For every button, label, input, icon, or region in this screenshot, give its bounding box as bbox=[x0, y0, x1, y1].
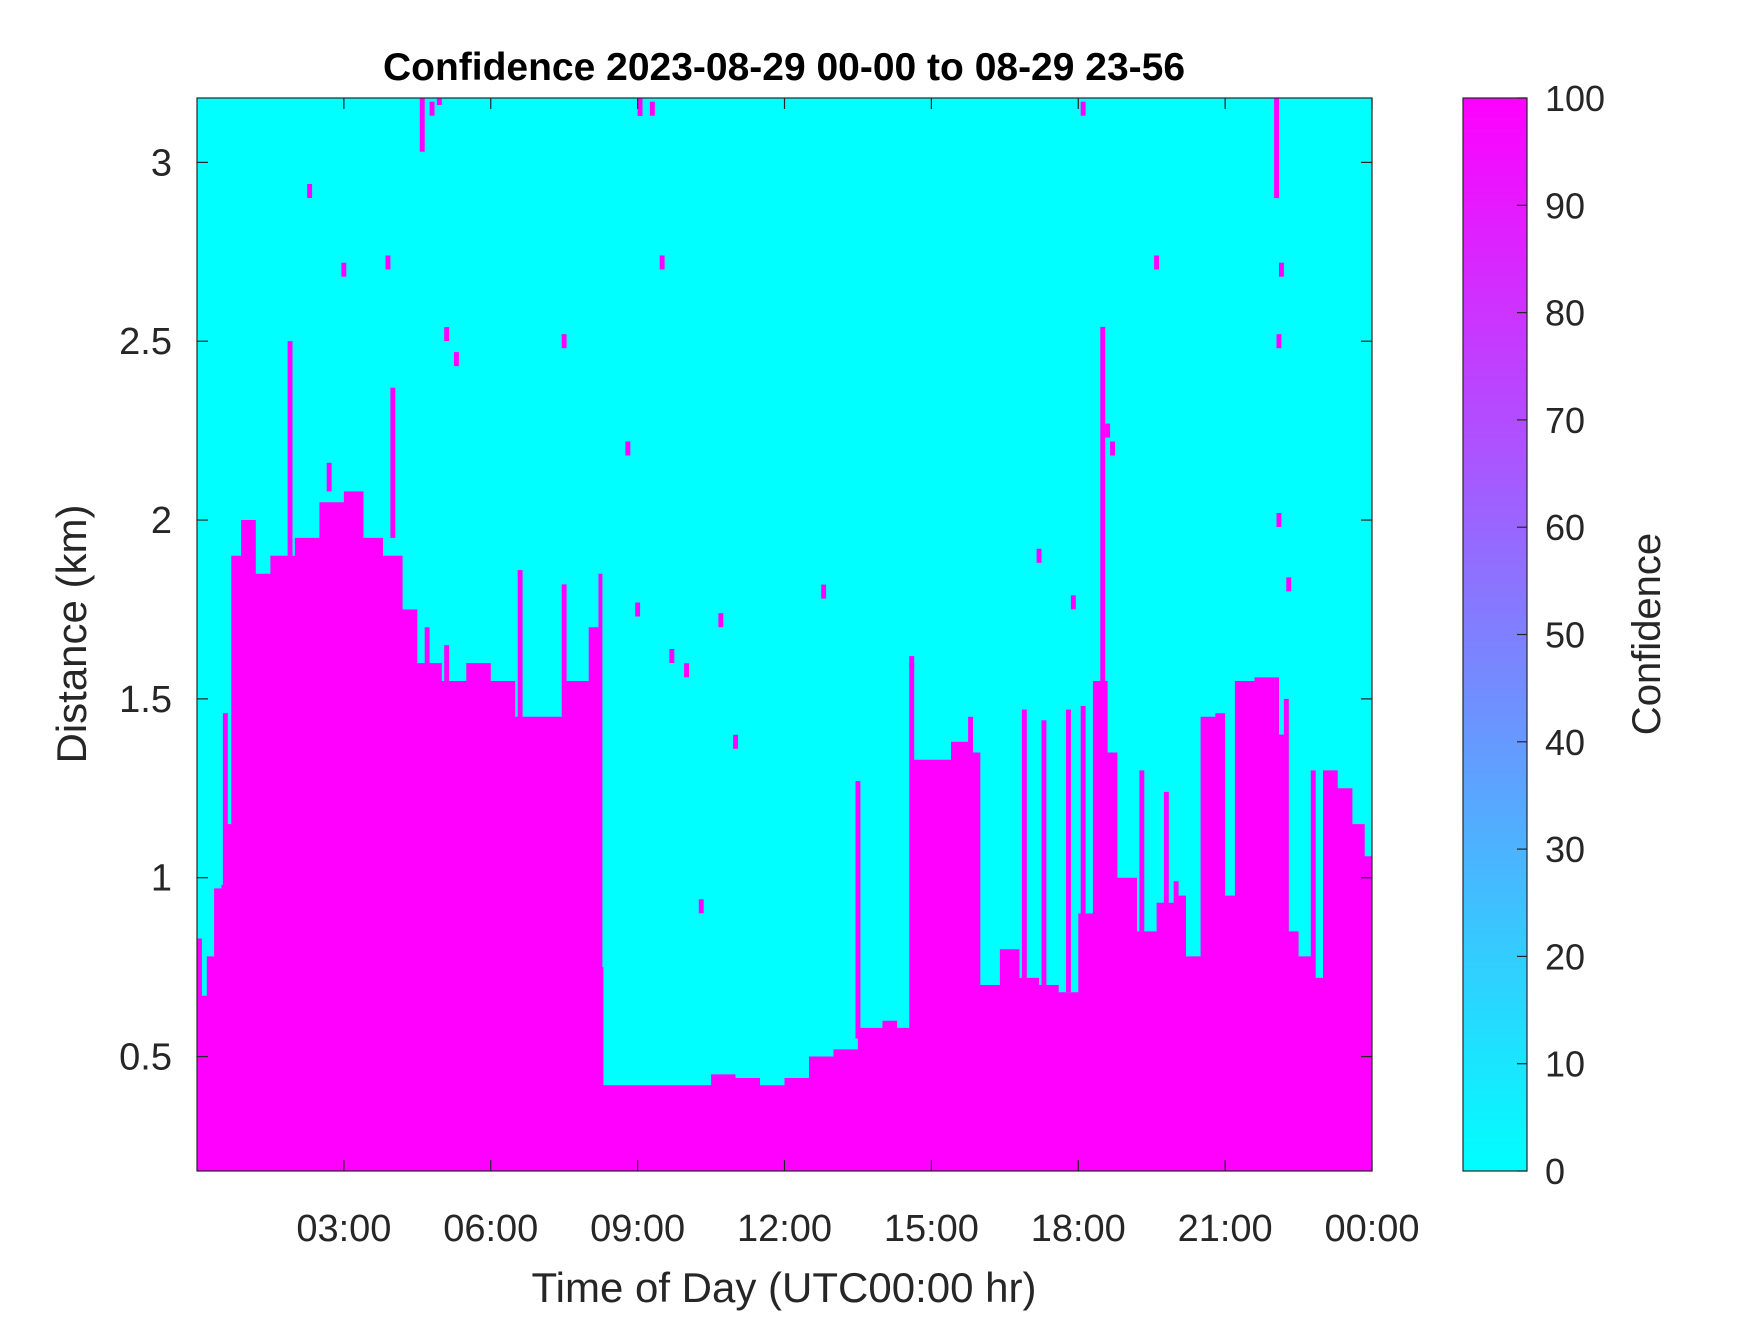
y-axis-ticks: 0.5 1 1.5 2 2.5 3 bbox=[119, 142, 1372, 1079]
high-confidence-spike bbox=[517, 570, 523, 735]
high-confidence-speck bbox=[561, 334, 567, 349]
y-tick-label: 2.5 bbox=[119, 321, 172, 363]
y-tick-label: 3 bbox=[151, 142, 172, 184]
high-confidence-speck bbox=[1286, 577, 1292, 592]
high-confidence-spike bbox=[1163, 791, 1169, 914]
high-confidence-spike bbox=[390, 387, 396, 538]
high-confidence-streak bbox=[419, 98, 425, 152]
colorbar-tick-label: 70 bbox=[1545, 400, 1585, 441]
high-confidence-speck bbox=[649, 101, 655, 116]
high-confidence-spike bbox=[1283, 698, 1289, 950]
high-confidence-speck bbox=[1276, 513, 1282, 527]
high-confidence-speck bbox=[341, 262, 347, 277]
high-confidence-spike bbox=[222, 713, 228, 885]
high-confidence-speck bbox=[1036, 548, 1042, 563]
high-confidence-region bbox=[197, 491, 1372, 1171]
x-tick-label: 06:00 bbox=[443, 1208, 538, 1250]
high-confidence-speck bbox=[1154, 255, 1159, 270]
colorbar-ticks: 0 10 20 30 40 50 60 70 80 90 100 bbox=[1517, 78, 1605, 1192]
high-confidence-spike bbox=[1066, 709, 1071, 993]
high-confidence-spike bbox=[909, 663, 915, 1057]
high-confidence-spike bbox=[444, 645, 450, 681]
x-axis-ticks: 03:00 06:00 09:00 12:00 15:00 18:00 21:00 00:00 bbox=[296, 98, 1420, 1250]
high-confidence-speck bbox=[669, 649, 675, 663]
x-tick-label: 09:00 bbox=[590, 1208, 685, 1250]
colorbar-tick-label: 100 bbox=[1545, 78, 1605, 119]
high-confidence-spike bbox=[1021, 709, 1027, 985]
y-axis-label: Distance (km) bbox=[48, 504, 95, 763]
high-confidence-spike bbox=[326, 462, 332, 492]
high-confidence-speck bbox=[1105, 423, 1111, 438]
colorbar-tick-label: 90 bbox=[1545, 185, 1585, 226]
high-confidence-speck bbox=[684, 663, 689, 678]
colorbar-label: Confidence bbox=[1625, 533, 1669, 735]
high-confidence-spike bbox=[855, 781, 861, 1039]
colorbar-tick-label: 40 bbox=[1545, 722, 1585, 763]
high-confidence-spike bbox=[968, 716, 973, 771]
y-tick-label: 0.5 bbox=[119, 1037, 172, 1079]
colorbar-tick-label: 60 bbox=[1545, 507, 1585, 548]
high-confidence-speck bbox=[909, 656, 915, 671]
high-confidence-speck bbox=[444, 327, 450, 342]
x-tick-label: 03:00 bbox=[296, 1208, 391, 1250]
high-confidence-speck bbox=[635, 602, 641, 617]
high-confidence-spike bbox=[1139, 770, 1145, 932]
high-confidence-streak bbox=[1274, 98, 1279, 199]
colorbar-tick-label: 20 bbox=[1545, 936, 1585, 977]
colorbar-tick-label: 30 bbox=[1545, 829, 1585, 870]
high-confidence-speck bbox=[429, 101, 435, 116]
high-confidence-speck bbox=[718, 613, 724, 628]
colorbar bbox=[1462, 97, 1528, 1172]
high-confidence-spike bbox=[1080, 706, 1086, 968]
high-confidence-speck bbox=[454, 352, 459, 367]
high-confidence-speck bbox=[698, 899, 704, 914]
high-confidence-speck bbox=[659, 255, 665, 270]
x-tick-label: 15:00 bbox=[884, 1208, 979, 1250]
high-confidence-speck bbox=[1070, 595, 1076, 610]
high-confidence-spike bbox=[1173, 881, 1179, 957]
colorbar-tick-label: 80 bbox=[1545, 293, 1585, 334]
y-tick-label: 1.5 bbox=[119, 679, 172, 721]
high-confidence-speck bbox=[385, 255, 391, 270]
high-confidence-speck bbox=[625, 441, 631, 456]
colorbar-tick-label: 10 bbox=[1545, 1044, 1585, 1085]
colorbar-tick-label: 50 bbox=[1545, 615, 1585, 656]
y-tick-label: 2 bbox=[151, 500, 172, 542]
x-tick-label: 00:00 bbox=[1324, 1208, 1419, 1250]
high-confidence-speck bbox=[436, 98, 442, 105]
high-confidence-speck bbox=[1080, 101, 1086, 116]
high-confidence-speck bbox=[1276, 334, 1282, 349]
heatmap-cells bbox=[197, 98, 1372, 1171]
high-confidence-spike bbox=[1274, 677, 1279, 896]
chart-title: Confidence 2023-08-29 00-00 to 08-29 23-… bbox=[383, 46, 1185, 89]
high-confidence-spike bbox=[1100, 326, 1106, 914]
high-confidence-speck bbox=[821, 584, 827, 599]
high-confidence-spike bbox=[424, 627, 430, 681]
x-axis-label: Time of Day (UTC00:00 hr) bbox=[532, 1264, 1037, 1311]
high-confidence-speck bbox=[1110, 441, 1115, 456]
high-confidence-speck bbox=[733, 734, 738, 749]
x-tick-label: 21:00 bbox=[1178, 1208, 1273, 1250]
x-tick-label: 12:00 bbox=[737, 1208, 832, 1250]
high-confidence-speck bbox=[1279, 262, 1284, 277]
high-confidence-spike bbox=[287, 341, 293, 556]
high-confidence-speck bbox=[307, 184, 313, 198]
high-confidence-spike bbox=[1041, 720, 1047, 985]
x-tick-label: 18:00 bbox=[1031, 1208, 1126, 1250]
high-confidence-spike bbox=[1310, 770, 1316, 1003]
high-confidence-spike bbox=[561, 584, 567, 717]
colorbar-tick-label: 0 bbox=[1545, 1151, 1565, 1192]
high-confidence-streak bbox=[637, 98, 643, 116]
y-tick-label: 1 bbox=[151, 858, 172, 900]
